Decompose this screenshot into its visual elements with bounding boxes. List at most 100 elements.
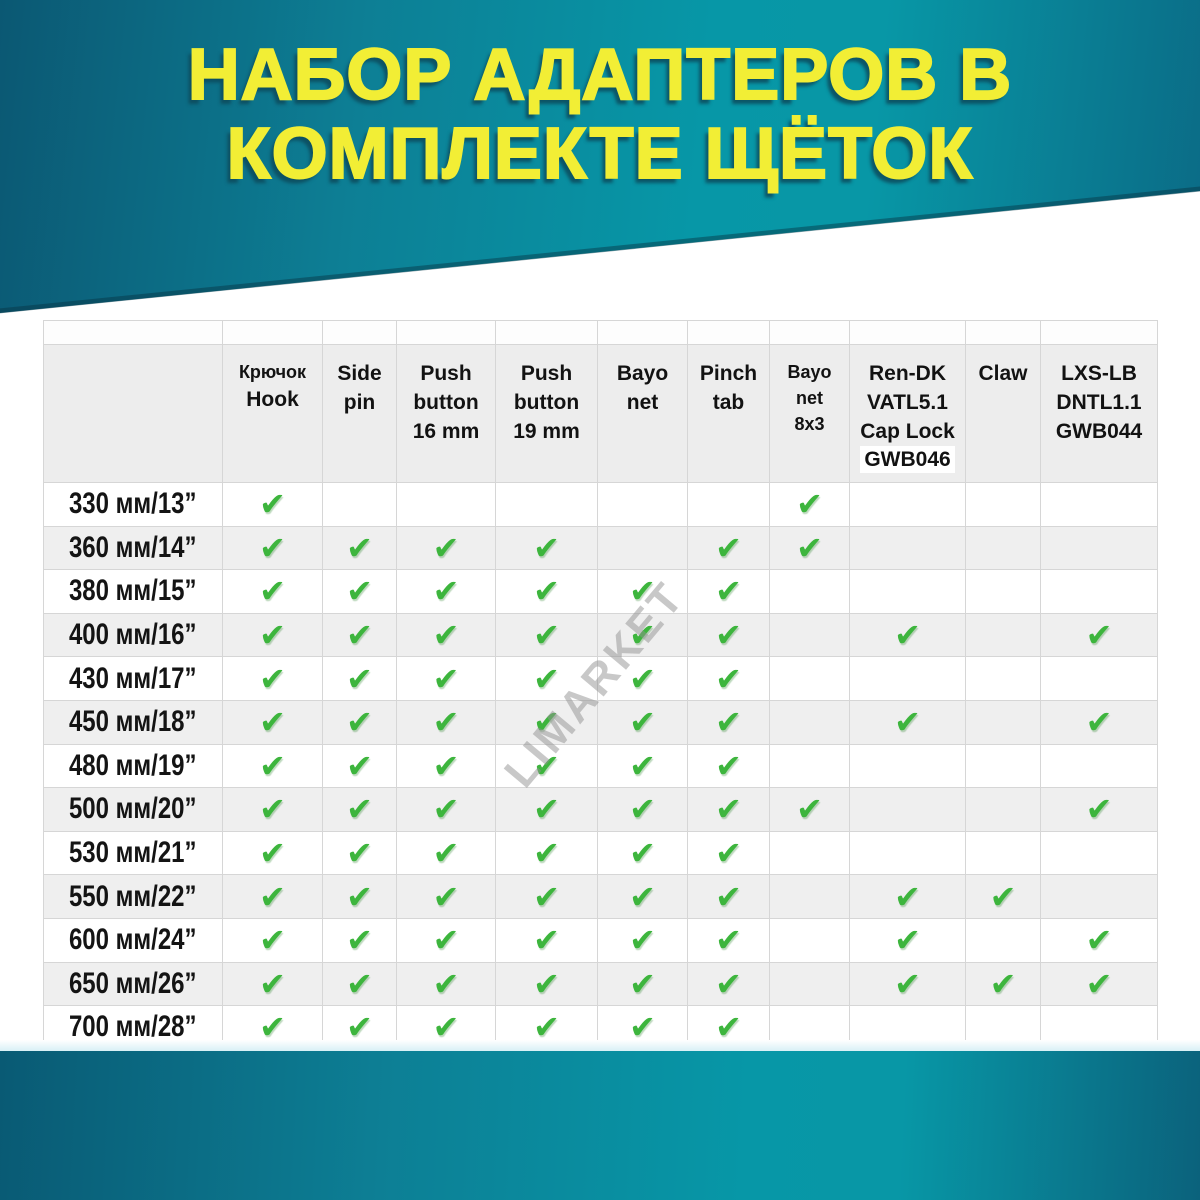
check-cell-bayonet: ✔: [597, 917, 688, 963]
column-header-line: button: [513, 391, 580, 414]
check-cell-push-button-16: [396, 482, 496, 527]
check-cell-push-button-19: ✔: [495, 787, 598, 832]
check-cell-claw: ✔: [965, 961, 1041, 1007]
check-icon: ✔: [259, 528, 286, 567]
column-header-line: net: [626, 391, 659, 414]
check-icon: ✔: [894, 964, 921, 1003]
size-cell: 360 мм/14”: [43, 525, 223, 571]
check-cell-claw: [965, 569, 1041, 614]
check-cell-lxs-lb: [1040, 525, 1158, 571]
check-icon: ✔: [629, 964, 656, 1003]
check-icon: ✔: [533, 746, 560, 785]
spacer-cell: [597, 320, 688, 345]
check-icon: ✔: [715, 616, 742, 655]
column-header-line: tab: [712, 391, 745, 414]
check-cell-pinch-tab: ✔: [687, 874, 770, 919]
check-cell-claw: [965, 612, 1041, 658]
column-header-bayonet-8x3: Bayo net 8x3: [769, 344, 850, 483]
check-icon: ✔: [346, 659, 373, 698]
size-cell: 430 мм/17”: [43, 656, 223, 701]
check-icon: ✔: [533, 921, 560, 960]
table-row: 330 мм/13” ✔ ✔: [43, 482, 1158, 527]
column-header-line: button: [413, 391, 479, 414]
check-icon: ✔: [629, 572, 656, 611]
check-cell-push-button-19: ✔: [495, 874, 598, 919]
page-title-line1: НАБОР АДАПТЕРОВ В: [187, 34, 1013, 115]
column-header-line: 16 mm: [412, 420, 480, 443]
check-cell-bayonet-8x3: ✔: [769, 787, 850, 832]
check-cell-bayonet-8x3: [769, 874, 850, 919]
check-cell-push-button-19: ✔: [495, 612, 598, 658]
column-header-line: GWB046: [860, 446, 955, 473]
check-cell-claw: [965, 787, 1041, 832]
check-icon: ✔: [533, 834, 560, 873]
column-header-push-button-16: Push button 16 mm: [396, 344, 496, 483]
check-icon: ✔: [432, 1008, 460, 1047]
hero-background: НАБОР АДАПТЕРОВ В КОМПЛЕКТЕ ЩЁТОК: [0, 0, 1200, 313]
check-cell-pinch-tab: ✔: [687, 830, 770, 876]
check-icon: ✔: [259, 659, 286, 698]
table-row: 600 мм/24” ✔ ✔ ✔ ✔ ✔ ✔ ✔ ✔: [43, 917, 1158, 963]
check-icon: ✔: [629, 877, 656, 916]
check-icon: ✔: [715, 964, 742, 1003]
check-cell-lxs-lb: [1040, 569, 1158, 614]
check-cell-side-pin: ✔: [322, 961, 397, 1007]
check-icon: ✔: [629, 616, 656, 655]
check-cell-ren-dk: ✔: [849, 874, 966, 919]
check-cell-push-button-19: ✔: [495, 830, 598, 876]
check-cell-claw: [965, 656, 1041, 701]
check-cell-ren-dk: [849, 482, 966, 527]
check-cell-ren-dk: ✔: [849, 699, 966, 745]
table-row: 530 мм/21” ✔ ✔ ✔ ✔ ✔ ✔: [43, 830, 1158, 876]
column-header-line: Push: [520, 362, 573, 385]
check-icon: ✔: [346, 877, 373, 916]
check-icon: ✔: [533, 790, 560, 829]
check-cell-lxs-lb: ✔: [1040, 787, 1158, 832]
check-icon: ✔: [715, 528, 742, 567]
column-header-line: 8x3: [794, 414, 825, 434]
table-head: Крючок Hook Side pin Push button 16 mm Push butt…: [43, 320, 1158, 483]
check-icon: ✔: [346, 1008, 373, 1047]
check-cell-bayonet: ✔: [597, 787, 688, 832]
check-cell-claw: [965, 743, 1041, 789]
check-cell-pinch-tab: ✔: [687, 787, 770, 832]
check-cell-side-pin: ✔: [322, 787, 397, 832]
bottom-band: [0, 1051, 1200, 1200]
check-cell-bayonet: ✔: [597, 569, 688, 614]
check-cell-lxs-lb: [1040, 482, 1158, 527]
size-label: 400 мм/16”: [69, 618, 197, 652]
check-icon: ✔: [533, 703, 560, 742]
check-cell-bayonet: ✔: [597, 874, 688, 919]
check-icon: ✔: [1085, 921, 1113, 960]
check-cell-ren-dk: [849, 525, 966, 571]
size-cell: 530 мм/21”: [43, 830, 223, 876]
check-cell-side-pin: ✔: [322, 830, 397, 876]
column-header-line: Ren-DK: [869, 362, 946, 385]
check-icon: ✔: [715, 703, 742, 742]
check-cell-push-button-19: ✔: [495, 743, 598, 789]
check-cell-push-button-16: ✔: [396, 612, 496, 658]
check-cell-claw: ✔: [965, 874, 1041, 919]
check-icon: ✔: [346, 921, 373, 960]
check-cell-push-button-19: ✔: [495, 569, 598, 614]
check-icon: ✔: [259, 703, 286, 742]
check-icon: ✔: [796, 790, 823, 829]
table-row: 400 мм/16” ✔ ✔ ✔ ✔ ✔ ✔ ✔ ✔: [43, 612, 1158, 658]
table-row: 650 мм/26” ✔ ✔ ✔ ✔ ✔ ✔ ✔ ✔ ✔: [43, 961, 1158, 1007]
check-icon: ✔: [432, 834, 460, 873]
page-title-line2: КОМПЛЕКТЕ ЩЁТОК: [226, 113, 974, 195]
check-cell-bayonet: ✔: [597, 699, 688, 745]
size-label: 360 мм/14”: [69, 530, 197, 564]
check-icon: ✔: [894, 703, 921, 742]
check-icon: ✔: [432, 572, 460, 611]
check-cell-push-button-19: [495, 482, 598, 527]
check-icon: ✔: [432, 877, 460, 916]
check-cell-hook: ✔: [222, 874, 323, 919]
check-cell-bayonet-8x3: [769, 612, 850, 658]
check-cell-pinch-tab: ✔: [687, 961, 770, 1007]
check-icon: ✔: [346, 616, 373, 655]
check-cell-pinch-tab: ✔: [687, 656, 770, 701]
column-header-line: VATL5.1: [867, 391, 948, 414]
check-cell-side-pin: ✔: [322, 569, 397, 614]
check-icon: ✔: [533, 964, 560, 1003]
